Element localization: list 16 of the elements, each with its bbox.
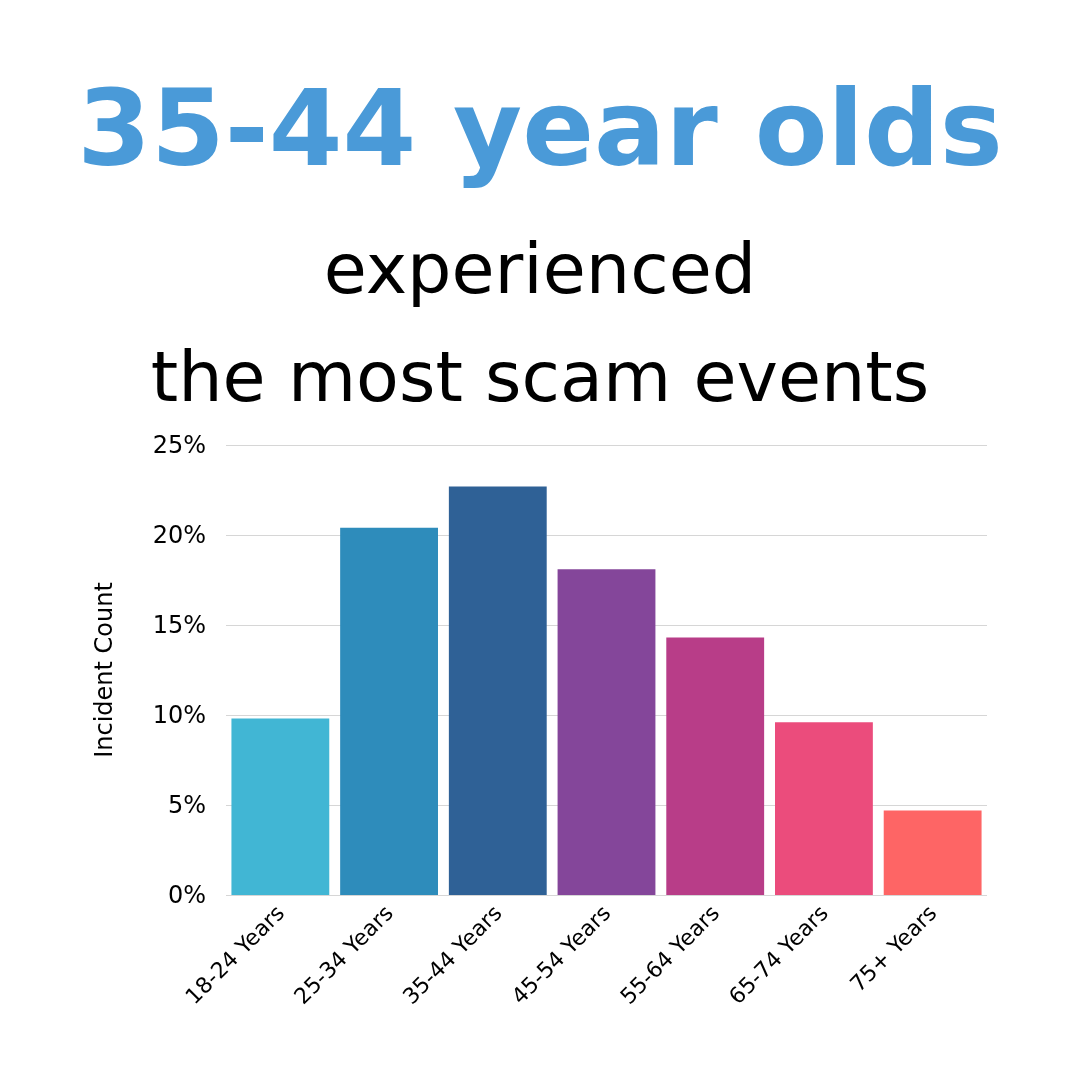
y-tick-label: 15% xyxy=(152,611,206,639)
y-tick-label: 20% xyxy=(152,521,206,549)
y-tick-label: 25% xyxy=(152,431,206,459)
y-tick-label: 0% xyxy=(167,881,206,909)
y-axis-title: Incident Count xyxy=(90,582,118,758)
bar xyxy=(448,486,547,895)
chart-subtitle: experienced the most scam events xyxy=(150,228,930,418)
bar xyxy=(883,810,982,895)
y-tick-label: 5% xyxy=(167,791,206,819)
bar xyxy=(666,637,765,895)
bar xyxy=(231,718,330,895)
bar xyxy=(557,569,656,895)
y-tick-label: 10% xyxy=(152,701,206,729)
bar xyxy=(340,527,438,895)
chart-title: 35-44 year olds xyxy=(77,66,1003,190)
bar xyxy=(775,722,873,895)
